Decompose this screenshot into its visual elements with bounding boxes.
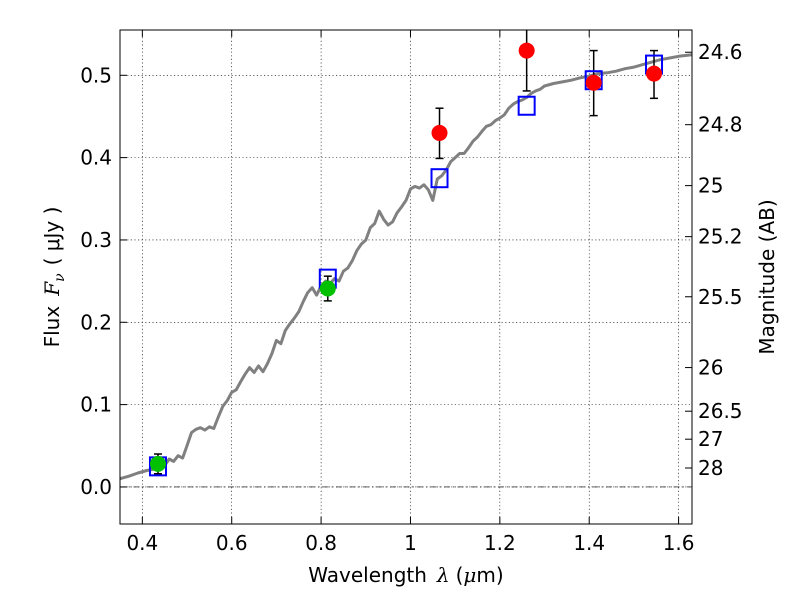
y-tick-label: 0.5 xyxy=(80,63,112,87)
y-tick-label: 0.1 xyxy=(80,393,112,417)
observation-point xyxy=(518,42,535,59)
y2-tick-label: 28 xyxy=(698,456,723,480)
y-tick-label: 0.2 xyxy=(80,310,112,334)
x-tick-label: 1.4 xyxy=(573,531,605,555)
y-tick-label: 0.3 xyxy=(80,228,112,252)
plot-area xyxy=(120,30,692,524)
ticks xyxy=(120,30,692,524)
y2-tick-label: 24.6 xyxy=(698,40,743,64)
plot-content xyxy=(120,53,692,481)
observation-point xyxy=(431,124,448,141)
y2-axis-label: Magnitude (AB) xyxy=(755,199,779,354)
x-axis-label: Wavelength λ (μm) xyxy=(308,563,503,587)
y2-tick-label: 25.5 xyxy=(698,285,743,309)
model-photometry-square xyxy=(517,95,536,116)
y-axis-label: FluxFν( μJy ) xyxy=(40,207,68,348)
y-tick-label: 0.4 xyxy=(80,146,112,170)
x-tick-label: 0.6 xyxy=(216,531,248,555)
plot-frame xyxy=(119,29,693,525)
x-tick-label: 0.8 xyxy=(305,531,337,555)
y2-tick-label: 24.8 xyxy=(698,113,743,137)
markers xyxy=(148,42,664,477)
y-tick-label: 0.0 xyxy=(80,475,112,499)
observation-point xyxy=(646,65,663,82)
observation-point xyxy=(149,455,166,472)
y2-tick-label: 25 xyxy=(698,174,723,198)
observation-point xyxy=(585,74,602,91)
y2-tick-label: 25.2 xyxy=(698,225,743,249)
x-tick-label: 1.2 xyxy=(484,531,516,555)
x-tick-label: 0.4 xyxy=(126,531,158,555)
tick-labels: 0.4 0.6 0.8 1 1.2 1.4 1.6 0.0 0.1 0.2 0.3 0.4 0.5 24.… xyxy=(80,40,742,555)
y2-tick-label: 26.5 xyxy=(698,399,743,423)
y2-tick-label: 26 xyxy=(698,356,723,380)
y2-tick-label: 27 xyxy=(698,427,723,451)
observation-point xyxy=(319,280,336,297)
x-tick-label: 1 xyxy=(404,531,417,555)
spectrum-line xyxy=(120,53,692,481)
model-photometry-square xyxy=(430,168,449,189)
x-tick-label: 1.6 xyxy=(663,531,695,555)
